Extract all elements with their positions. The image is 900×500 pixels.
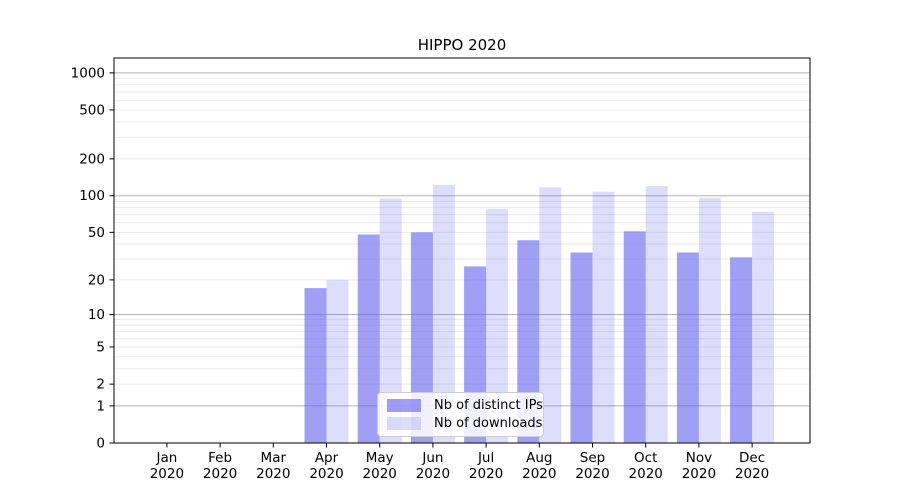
x-tick-label-year: 2020 [735, 466, 769, 482]
y-tick-label: 1 [96, 398, 105, 414]
x-tick-label-month: Nov [686, 450, 712, 466]
bar-nb-of-downloads-jul [486, 208, 509, 443]
x-tick-label-month: Dec [739, 450, 765, 466]
x-tick-label-month: Oct [634, 450, 657, 466]
x-tick-label-year: 2020 [363, 466, 397, 482]
bar-nb-of-distinct-ips-oct [623, 231, 646, 443]
legend-item-downloads: Nb of downloads [387, 416, 542, 430]
bar-nb-of-downloads-oct [645, 186, 668, 444]
legend-swatch-downloads [387, 416, 421, 430]
bar-nb-of-downloads-apr [326, 279, 349, 443]
bar-nb-of-distinct-ips-apr [304, 288, 327, 443]
x-tick-label-year: 2020 [150, 466, 184, 482]
y-tick-label: 100 [79, 188, 105, 204]
legend-item-distinct-ips: Nb of distinct IPs [387, 399, 543, 413]
x-tick-label-year: 2020 [469, 466, 503, 482]
x-tick-label-month: Aug [526, 450, 552, 466]
bar-nb-of-downloads-jun [432, 184, 455, 443]
bar-nb-of-downloads-nov [698, 197, 721, 443]
bar-nb-of-downloads-aug [539, 187, 562, 443]
chart-title: HIPPO 2020 [417, 36, 507, 54]
x-tick-label-year: 2020 [575, 466, 609, 482]
y-tick-label: 200 [79, 151, 105, 167]
x-tick-label-month: Jan [155, 450, 177, 466]
x-tick-label-month: May [366, 450, 394, 466]
plot-border [113, 57, 811, 444]
bar-nb-of-distinct-ips-sep [570, 252, 593, 443]
legend-label-distinct-ips: Nb of distinct IPs [434, 398, 543, 414]
legend-label-downloads: Nb of downloads [434, 415, 543, 431]
bar-nb-of-downloads-dec [752, 211, 775, 443]
bar-nb-of-distinct-ips-may [357, 234, 380, 443]
bar-nb-of-downloads-may [379, 198, 402, 443]
x-tick-label-year: 2020 [522, 466, 556, 482]
y-tick-label: 5 [96, 340, 105, 356]
y-tick-label: 500 [79, 102, 105, 118]
y-tick-label: 10 [88, 307, 105, 323]
y-tick-label: 1000 [71, 65, 105, 81]
x-tick-label-month: Sep [580, 450, 605, 466]
x-tick-label-year: 2020 [256, 466, 290, 482]
y-tick-label: 0 [96, 436, 105, 452]
legend-swatch-distinct-ips [387, 399, 421, 413]
bar-nb-of-downloads-sep [592, 191, 615, 443]
x-tick-label-month: Feb [208, 450, 232, 466]
x-tick-label-month: Jul [477, 450, 494, 466]
x-tick-label-year: 2020 [416, 466, 450, 482]
bar-nb-of-distinct-ips-nov [676, 252, 699, 443]
x-tick-label-year: 2020 [682, 466, 716, 482]
x-tick-label-year: 2020 [629, 466, 663, 482]
y-tick-label: 50 [88, 225, 105, 241]
x-tick-label-year: 2020 [309, 466, 343, 482]
bar-nb-of-distinct-ips-jun [410, 232, 433, 443]
x-tick-label-month: Apr [315, 450, 339, 466]
legend: Nb of distinct IPs Nb of downloads [377, 392, 544, 437]
y-tick-label: 2 [96, 377, 105, 393]
x-tick-label-year: 2020 [203, 466, 237, 482]
bar-nb-of-distinct-ips-dec [730, 257, 753, 443]
x-tick-label-month: Mar [261, 450, 287, 466]
x-tick-label-month: Jun [421, 450, 443, 466]
y-tick-label: 20 [88, 272, 105, 288]
